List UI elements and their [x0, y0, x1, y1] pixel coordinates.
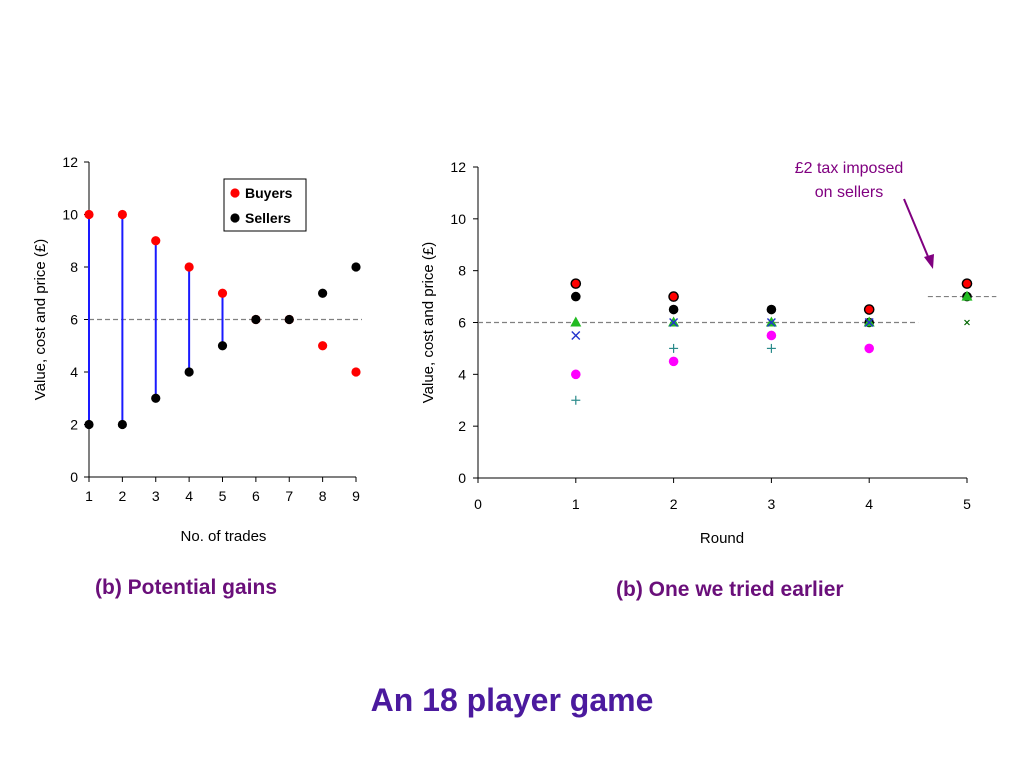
- green-x-point: [964, 319, 970, 326]
- x-tick-label: 1: [572, 496, 580, 512]
- buyers-point: [217, 288, 228, 298]
- y-tick-label: 6: [70, 312, 78, 328]
- sellers-point: [251, 314, 261, 325]
- x-tick-label: 4: [185, 488, 193, 504]
- buyers-legend-label: Buyers: [245, 185, 293, 201]
- slide-title: An 18 player game: [370, 682, 654, 718]
- blue-cross-stroke: [766, 318, 776, 327]
- buyers-point: [117, 209, 127, 220]
- buyers-point: [151, 236, 161, 246]
- red-circle-point: [961, 278, 973, 289]
- sellers-point: [351, 262, 361, 272]
- y-tick-label: 10: [62, 207, 78, 223]
- tax-annotation-line-1: £2 tax imposed: [795, 160, 904, 177]
- sellers-point: [217, 341, 228, 351]
- y-tick-label: 2: [70, 417, 78, 433]
- y-tick-label: 10: [450, 211, 466, 227]
- blue-cross-stroke: [571, 330, 581, 340]
- y-tick-label: 6: [458, 315, 466, 331]
- buyers-legend-marker: [230, 188, 240, 198]
- green-triangle-point: [570, 316, 582, 327]
- teal-plus-point: [766, 343, 776, 353]
- buyers-point: [351, 367, 361, 377]
- right-chart-caption: (b) One we tried earlier: [616, 578, 844, 601]
- blue-cross-point: [669, 318, 679, 327]
- magenta-circle-point: [864, 343, 874, 354]
- sellers-point: [284, 314, 294, 325]
- teal-plus-point: [571, 395, 581, 405]
- green-x-stroke: [964, 319, 970, 326]
- x-axis-label: Round: [700, 530, 744, 547]
- x-tick-label: 3: [768, 496, 776, 512]
- x-tick-label: 8: [319, 488, 327, 504]
- red-circle-point: [863, 304, 875, 315]
- y-axis-label: Value, cost and price (£): [32, 239, 49, 400]
- tax-annotation-line-2: on sellers: [815, 184, 883, 201]
- buyers-point: [84, 209, 94, 220]
- magenta-circle-point: [668, 356, 679, 367]
- sellers-point: [318, 288, 328, 298]
- y-tick-label: 12: [450, 159, 466, 175]
- x-tick-label: 0: [474, 496, 482, 512]
- x-tick-label: 7: [285, 488, 293, 504]
- green-triangle-point: [863, 316, 875, 327]
- y-axis-label: Value, cost and price (£): [420, 242, 437, 403]
- y-tick-label: 2: [458, 418, 466, 434]
- y-tick-label: 12: [62, 154, 78, 170]
- buyers-point: [184, 262, 194, 272]
- x-tick-label: 4: [865, 496, 873, 512]
- x-tick-label: 1: [85, 488, 93, 504]
- teal-plus-point: [669, 343, 679, 353]
- y-tick-label: 8: [458, 263, 466, 279]
- sellers-point: [184, 367, 194, 377]
- y-tick-label: 8: [70, 259, 78, 275]
- annotation-arrowhead: [924, 254, 934, 269]
- blue-cross-point: [766, 318, 776, 327]
- magenta-circle-point: [766, 330, 777, 341]
- magenta-circle-point: [571, 369, 581, 380]
- buyers-point: [318, 341, 328, 351]
- x-tick-label: 2: [670, 496, 678, 512]
- legend: Buyers Sellers: [223, 178, 307, 232]
- red-circle-point: [668, 291, 679, 302]
- red-circle-point: [570, 278, 582, 289]
- y-tick-label: 4: [70, 364, 78, 380]
- y-tick-label: 4: [458, 366, 466, 382]
- x-tick-label: 5: [963, 496, 971, 512]
- blue-cross-point: [571, 330, 581, 340]
- x-tick-label: 2: [118, 488, 126, 504]
- black-circle-point: [668, 304, 679, 315]
- black-circle-point: [766, 304, 777, 315]
- sellers-legend-marker: [230, 213, 240, 223]
- x-tick-label: 5: [219, 488, 227, 504]
- blue-cross-stroke: [864, 318, 874, 327]
- x-tick-label: 9: [352, 488, 360, 504]
- black-circle-point: [571, 291, 581, 302]
- y-tick-label: 0: [458, 470, 466, 486]
- green-triangle-point: [765, 316, 777, 327]
- sellers-legend-label: Sellers: [245, 210, 291, 226]
- annotation-arrow: [903, 198, 930, 260]
- x-tick-label: 3: [152, 488, 160, 504]
- y-tick-label: 0: [70, 469, 78, 485]
- sellers-point: [151, 393, 161, 403]
- x-tick-label: 6: [252, 488, 260, 504]
- blue-cross-point: [864, 318, 874, 327]
- x-axis-label: No. of trades: [181, 528, 267, 545]
- blue-cross-stroke: [669, 318, 679, 327]
- green-triangle-point: [961, 290, 973, 301]
- green-triangle-point: [668, 316, 680, 327]
- left-chart-caption: (b) Potential gains: [95, 576, 278, 599]
- sellers-point: [84, 419, 94, 430]
- legend-box: [223, 178, 307, 232]
- sellers-point: [117, 419, 127, 430]
